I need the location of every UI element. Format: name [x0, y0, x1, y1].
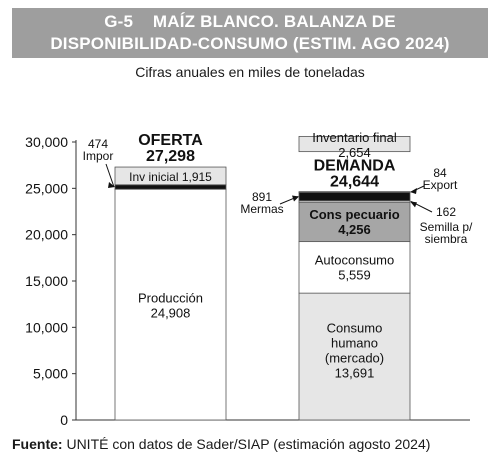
bar-segment-0-1 [114, 184, 227, 190]
inventario-final-value: 2,654 [338, 145, 371, 160]
arrow-mermas [292, 195, 299, 202]
segment-value-consumo-humano: 13,691 [335, 366, 375, 381]
chart-subtitle: Cifras anuales en miles de toneladas [135, 64, 365, 80]
arrow-impor [108, 181, 115, 188]
source-label: Fuente: [12, 436, 63, 452]
figure-number: G-5 [104, 12, 134, 31]
bar-segment-0-2 [114, 166, 227, 186]
y-tick-label: 15,000 [25, 273, 68, 289]
segment-label-inv-inicial: Inv inicial 1,915 [129, 170, 212, 184]
y-tick-label: 25,000 [25, 180, 68, 196]
y-tick-label: 5,000 [33, 366, 68, 382]
source-text: UNITÉ con datos de Sader/SIAP (estimació… [62, 436, 431, 452]
y-tick-label: 10,000 [25, 319, 68, 335]
segment-value-autoconsumo: 5,559 [338, 267, 371, 282]
segment-label-cons-pecuario: Cons pecuario [309, 207, 399, 222]
arrow-semilla [410, 201, 417, 208]
bar-segment-1-5 [298, 191, 411, 193]
segment-label-consumo-humano-0: Consumo [327, 321, 383, 336]
segment-label-consumo-humano-2: (mercado) [325, 351, 384, 366]
bar-segment-1-0 [298, 292, 411, 421]
bar-name-oferta: OFERTA [138, 132, 203, 149]
bar-total-demanda: 24,644 [330, 174, 379, 191]
segment-value-mermas: 891 [252, 190, 272, 204]
y-tick-label: 0 [60, 412, 68, 428]
title-text-1: MAÍZ BLANCO. BALANZA DE [152, 12, 396, 31]
bar-segment-1-4 [298, 192, 411, 202]
segment-label-autoconsumo: Autoconsumo [315, 252, 395, 267]
y-tick-label: 20,000 [25, 227, 68, 243]
bar-segment-1-1 [298, 241, 411, 294]
segment-label-semilla-1: siembra [425, 232, 468, 246]
title-line-1: G-5 MAÍZ BLANCO. BALANZA DE [12, 12, 488, 32]
arrow-export [410, 188, 417, 195]
bar-total-oferta: 27,298 [146, 148, 195, 165]
leader-impor [105, 163, 115, 188]
inventario-final-label: Inventario final [312, 130, 397, 145]
segment-label-impor: Impor [83, 149, 114, 163]
title-text-2: DISPONIBILIDAD-CONSUMO (ESTIM. AGO 2024) [50, 34, 450, 53]
segment-label-export: Export [423, 178, 458, 192]
bar-segment-0-0 [114, 188, 227, 421]
inventario-final-box [298, 135, 411, 153]
segment-value-semilla: 162 [436, 205, 456, 219]
segment-label-mermas: Mermas [240, 202, 283, 216]
segment-value-cons-pecuario: 4,256 [338, 222, 371, 237]
segment-value-export: 84 [433, 166, 447, 180]
bar-segment-1-2 [298, 201, 411, 243]
segment-label-semilla-0: Semilla p/ [420, 220, 473, 234]
segment-label-consumo-humano-1: humano [331, 336, 378, 351]
title-band: G-5 MAÍZ BLANCO. BALANZA DE DISPONIBILID… [12, 8, 488, 58]
y-tick-label: 30,000 [25, 134, 68, 150]
segment-label-produccion: Producción [138, 291, 203, 306]
segment-value-impor: 474 [88, 137, 108, 151]
bar-name-demanda: DEMANDA [314, 158, 396, 175]
segment-value-produccion: 24,908 [151, 306, 191, 321]
source-note: Fuente: UNITÉ con datos de Sader/SIAP (e… [12, 436, 430, 452]
